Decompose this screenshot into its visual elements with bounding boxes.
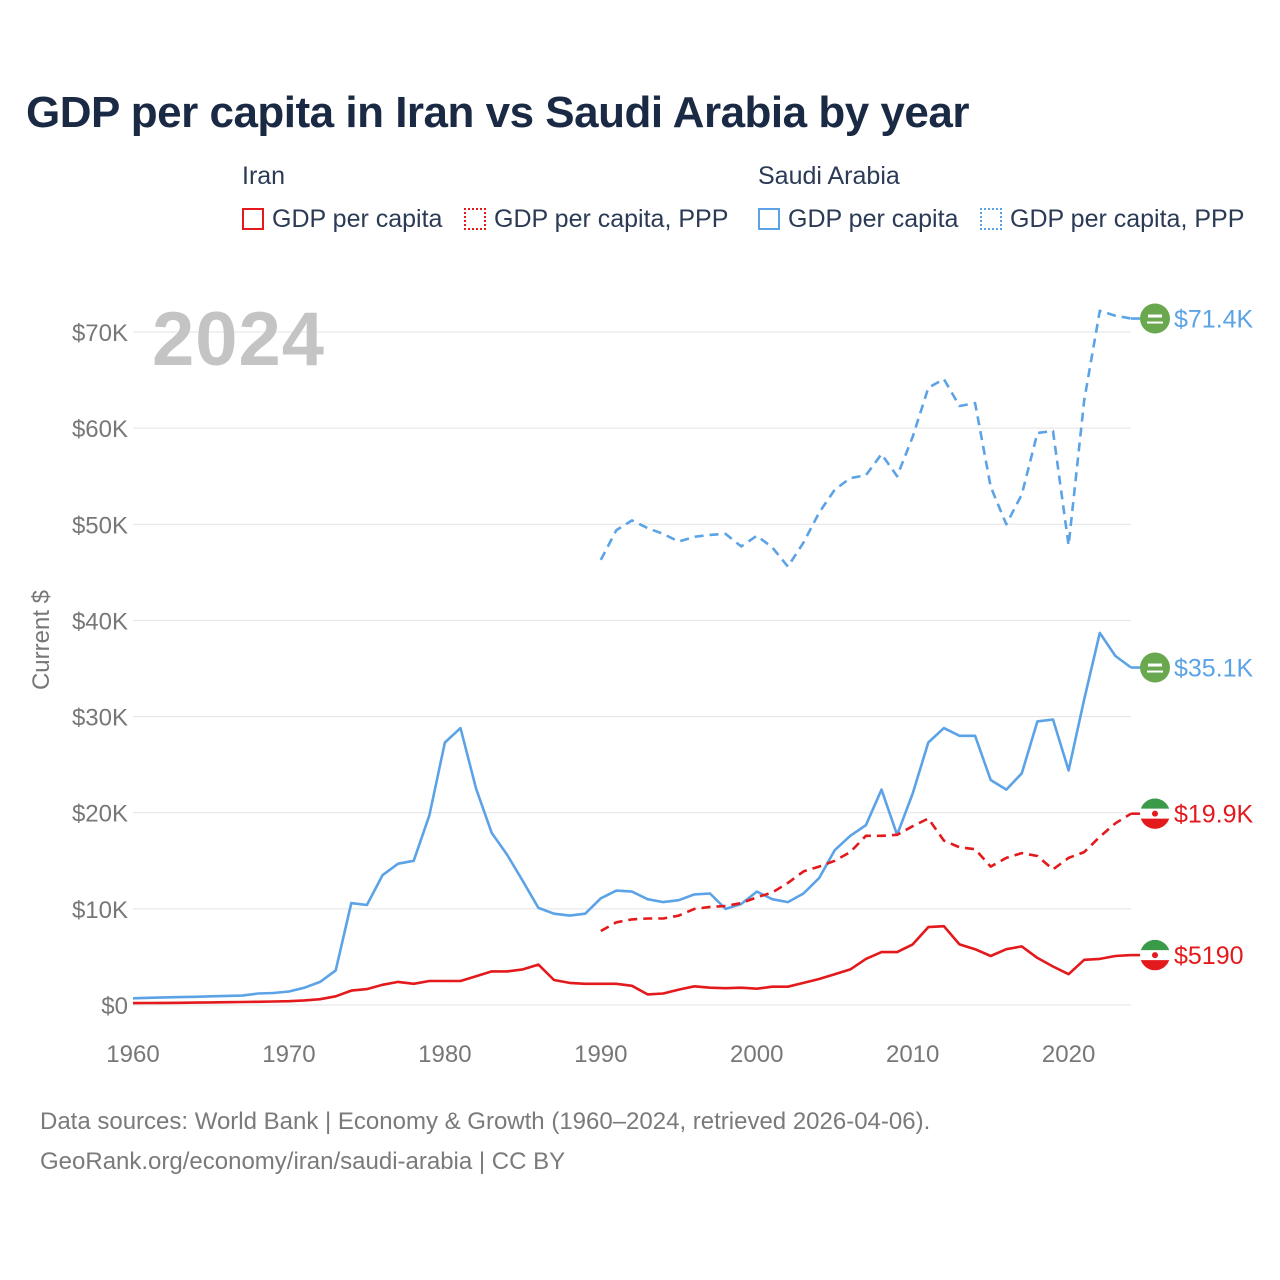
footer-attribution[interactable]: GeoRank.org/economy/iran/saudi-arabia | … (40, 1148, 566, 1175)
flag-red-band (1140, 818, 1170, 829)
flag-sword-icon (1147, 670, 1163, 673)
saudi-flag-icon (1140, 303, 1170, 334)
flag-sword-icon (1147, 321, 1163, 324)
iran-flag-icon (1140, 798, 1170, 829)
end-value-label-iran_gdp: $5190 (1174, 942, 1244, 970)
x-tick-label: 2020 (1042, 1041, 1095, 1068)
legend-swatch-dotted-icon (464, 208, 486, 230)
y-tick-label: $10K (72, 897, 128, 924)
y-axis-label: Current $ (28, 589, 55, 691)
saudi-flag-icon (1140, 652, 1170, 683)
flag-emblem (1152, 810, 1158, 817)
series-line-saudi_gdp (132, 631, 1132, 1000)
x-tick-label: 1980 (418, 1041, 471, 1068)
flag-red-band (1140, 960, 1170, 971)
y-tick-label: $60K (72, 416, 128, 443)
legend-item-saudi-gdp[interactable]: GDP per capita (758, 204, 958, 234)
legend-label: GDP per capita (788, 204, 959, 233)
legend-swatch-dotted-icon (980, 208, 1002, 230)
series-line-iran_ppp (600, 812, 1132, 933)
end-value-label-saudi_ppp: $71.4K (1174, 306, 1254, 334)
y-tick-label: $20K (72, 801, 128, 828)
x-tick-label: 2010 (886, 1041, 939, 1068)
y-tick-label: $40K (72, 608, 128, 635)
footer-sources: Data sources: World Bank | Economy & Gro… (40, 1108, 931, 1135)
flag-green-band (1140, 939, 1170, 951)
x-tick-label: 1970 (262, 1041, 315, 1068)
iran-flag-icon (1140, 939, 1170, 971)
x-tick-label: 2000 (730, 1041, 783, 1068)
chart-title: GDP per capita in Iran vs Saudi Arabia b… (26, 88, 969, 137)
y-tick-label: $70K (72, 320, 128, 347)
legend-swatch-solid-icon (758, 208, 780, 230)
flag-green-band (1140, 798, 1170, 809)
legend-label: GDP per capita (272, 204, 443, 233)
x-tick-label: 1990 (574, 1041, 627, 1068)
x-tick-label: 1960 (106, 1041, 159, 1068)
series-line-saudi_ppp (599, 309, 1132, 568)
end-value-label-saudi_gdp: $35.1K (1174, 655, 1254, 683)
y-tick-label: $50K (72, 512, 128, 539)
legend-item-iran-gdp[interactable]: GDP per capita (242, 204, 442, 234)
legend-item-iran-ppp[interactable]: GDP per capita, PPP (464, 204, 728, 234)
legend-swatch-solid-icon (242, 208, 264, 230)
y-tick-label: $30K (72, 705, 128, 732)
flag-script-icon (1148, 663, 1162, 667)
legend-label: GDP per capita, PPP (1010, 204, 1245, 233)
end-value-label-iran_ppp: $19.9K (1174, 801, 1254, 829)
flag-emblem (1152, 952, 1158, 959)
y-tick-label: $0 (101, 993, 128, 1020)
series-line-iran_gdp (132, 924, 1132, 1005)
year-watermark: 2024 (152, 297, 326, 382)
legend-group-saudi: Saudi Arabia (758, 162, 900, 190)
legend-label: GDP per capita, PPP (494, 204, 729, 233)
legend-group-iran: Iran (242, 162, 286, 190)
flag-script-icon (1148, 314, 1162, 318)
line-chart: $71.4K $35.1K $19.9K $5190 $0 $10K $20K $30K $4… (72, 303, 1254, 1068)
legend-item-saudi-ppp[interactable]: GDP per capita, PPP (980, 204, 1244, 234)
